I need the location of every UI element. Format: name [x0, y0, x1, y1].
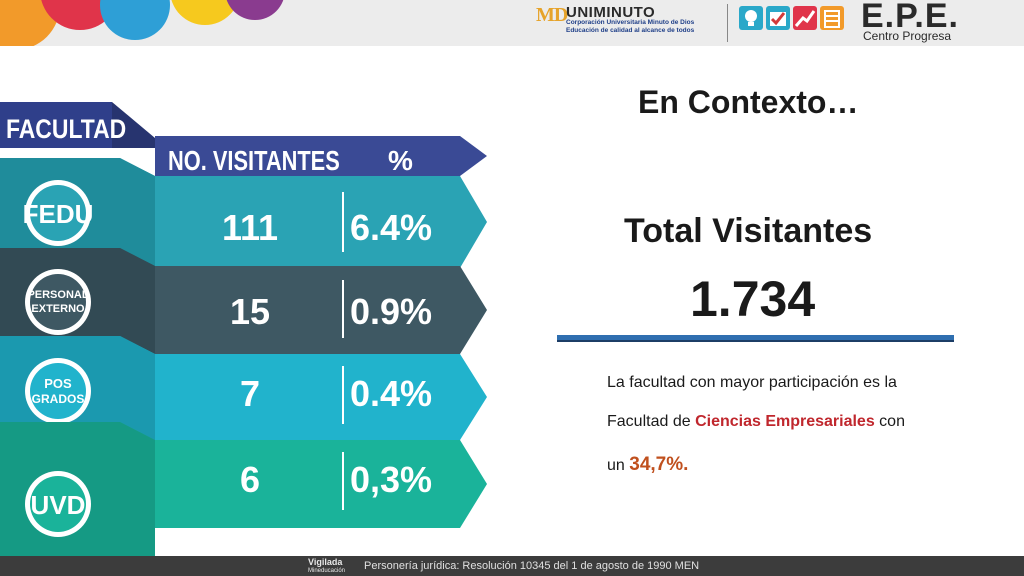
- visitor-percent: 0.4%: [350, 373, 432, 414]
- vigilada-sub: Mineducación: [308, 568, 346, 574]
- cell-divider: [342, 280, 344, 338]
- faculty-label: UVD: [31, 490, 86, 520]
- visitor-count: 111: [222, 207, 278, 248]
- uniminuto-name: UNIMINUTO: [566, 4, 656, 21]
- cell-divider: [342, 192, 344, 252]
- cell-divider: [342, 452, 344, 510]
- description-text: un: [607, 457, 630, 474]
- total-visitors-value: 1.734: [690, 271, 816, 327]
- visitors-header-label: NO. VISITANTES: [168, 145, 340, 176]
- header-divider: [727, 4, 728, 42]
- visitor-count: 15: [230, 291, 270, 332]
- visitor-percent: 0.9%: [350, 291, 432, 332]
- faculty-badge-inner: [30, 363, 86, 419]
- building-icon: [820, 6, 844, 30]
- vigilada-label: Vigilada: [308, 557, 343, 567]
- faculty-label: PERSONAL: [27, 289, 88, 301]
- faculty-visitors-table: FACULTAD NO. VISITANTES % FEDU 111 6.4% …: [0, 102, 487, 556]
- faculty-badge-inner: [30, 476, 86, 532]
- description-line-1: La facultad con mayor participación es l…: [607, 374, 987, 392]
- description-text: Facultad de: [607, 413, 696, 430]
- page-title: En Contexto…: [638, 84, 859, 120]
- faculty-label-line2: GRADOS: [32, 392, 85, 406]
- decor-blob-blue: [100, 0, 170, 40]
- faculty-header-label: FACULTAD: [6, 114, 126, 144]
- epe-logo-title: E.P.E.: [861, 0, 959, 35]
- faculty-badge-inner: [30, 185, 86, 241]
- faculty-header-tab: [0, 102, 112, 148]
- description-line-2: Facultad de Ciencias Empresariales con: [607, 413, 987, 431]
- uniminuto-tagline: Educación de calidad al alcance de todos: [566, 27, 695, 34]
- visitors-header-arrow: [155, 136, 487, 176]
- uniminuto-logo: MD: [536, 4, 568, 26]
- footer-bar: Vigilada Mineducación Personería jurídic…: [0, 556, 1024, 576]
- visitor-percent: 0,3%: [350, 459, 432, 500]
- footer-legal-text: Personería jurídica: Resolución 10345 de…: [364, 560, 700, 572]
- epe-logo-subtitle: Centro Progresa: [863, 29, 952, 43]
- total-visitors-label: Total Visitantes: [624, 212, 873, 250]
- divider-line: [557, 335, 954, 342]
- visitor-count: 6: [240, 459, 260, 500]
- cell-divider: [342, 366, 344, 424]
- visitor-count: 7: [240, 373, 260, 414]
- visitor-percent: 6.4%: [350, 207, 432, 248]
- faculty-header-tab-fold: [112, 102, 155, 148]
- faculty-badge-inner: [30, 274, 86, 330]
- highlight-percent: 34,7%.: [629, 454, 689, 475]
- decor-blob-purple: [225, 0, 285, 20]
- checklist-icon: [766, 6, 790, 30]
- faculty-label-line2: EXTERNO: [31, 303, 85, 315]
- description-text: La facultad con mayor participación es l…: [607, 374, 897, 391]
- faculty-label: POS: [44, 376, 72, 391]
- uniminuto-subtitle: Corporación Universitaria Minuto de Dios: [566, 19, 695, 26]
- vigilada-logo: Vigilada Mineducación: [308, 558, 345, 576]
- description-line-3: un 34,7%.: [607, 454, 987, 476]
- highlight-faculty: Ciencias Empresariales: [695, 413, 875, 430]
- chart-icon: [793, 6, 817, 30]
- percent-header-label: %: [388, 145, 413, 176]
- header-bar: MD UNIMINUTO Corporación Universitaria M…: [0, 0, 1024, 46]
- description-text: con: [874, 413, 905, 430]
- faculty-label: FEDU: [23, 199, 94, 229]
- lightbulb-icon: [739, 6, 763, 30]
